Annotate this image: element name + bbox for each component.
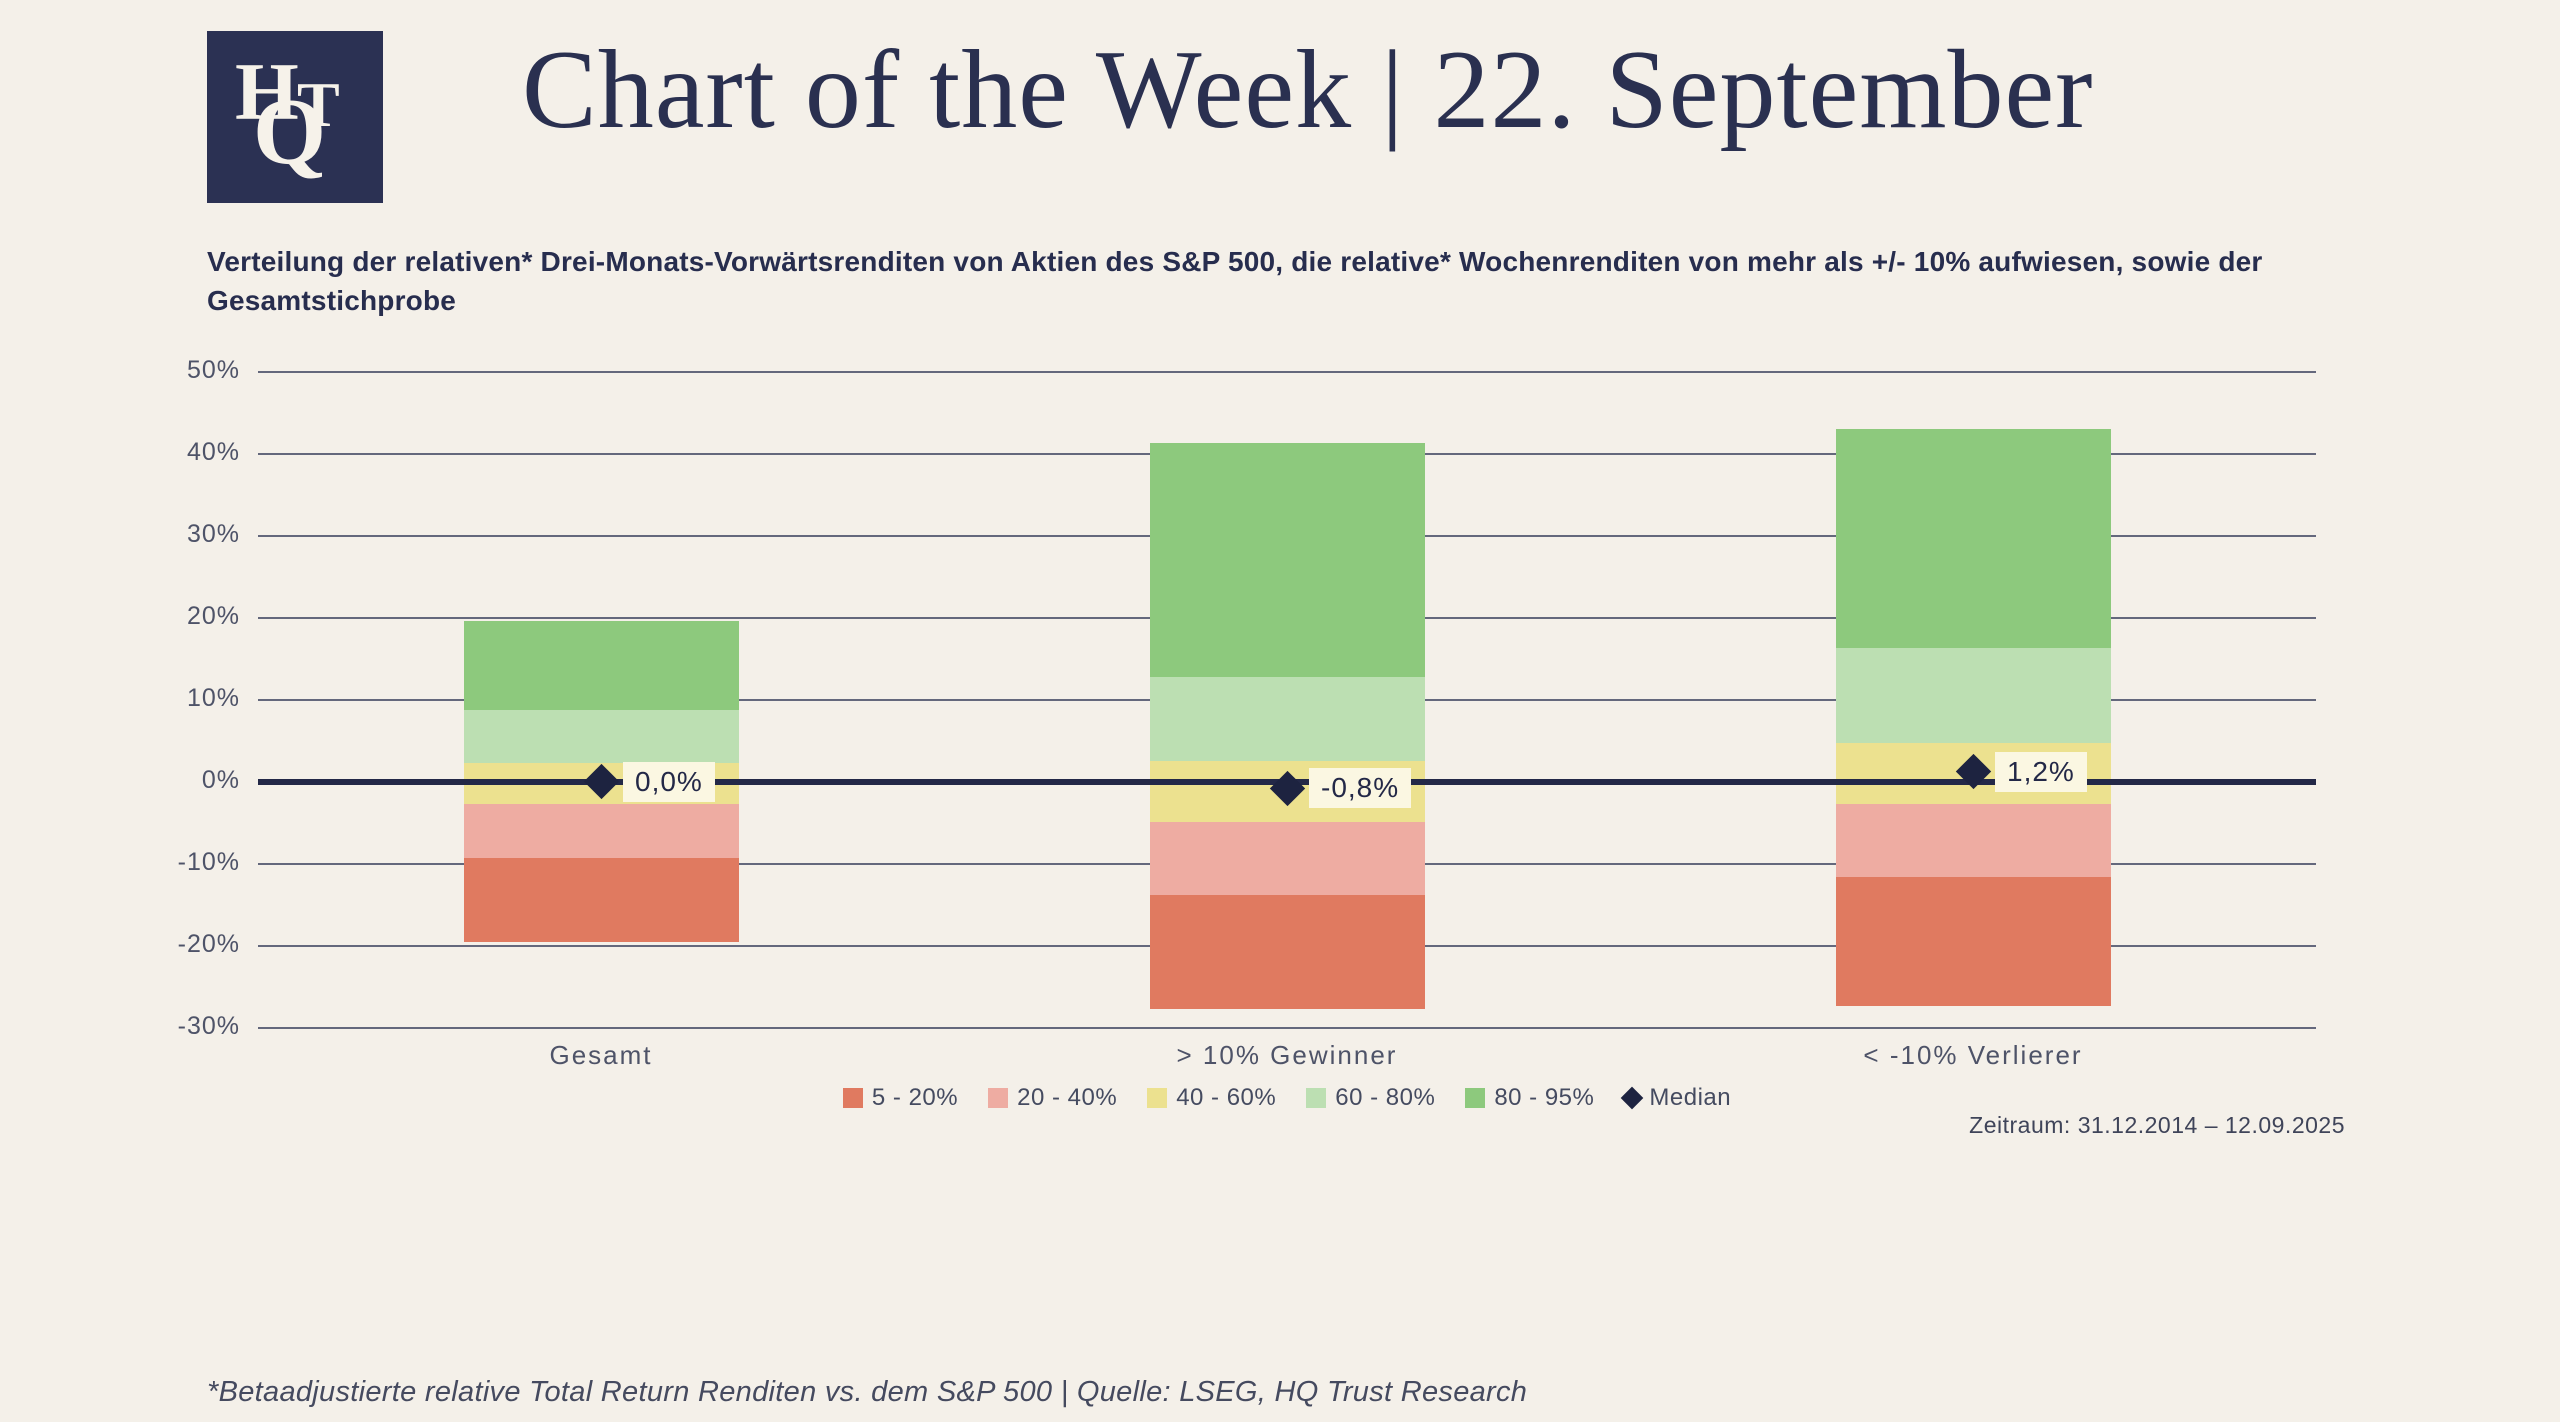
legend-label: 5 - 20% [871, 1084, 959, 1111]
period-note: Zeitraum: 31.12.2014 – 12.09.2025 [1969, 1112, 2345, 1138]
bar-segment [463, 710, 739, 764]
logo-letter-t: T [297, 69, 340, 140]
y-axis-label: -20% [177, 929, 240, 958]
gridline [258, 370, 2316, 373]
bar-segment [1835, 876, 2111, 1007]
source-footnote: *Betaadjustierte relative Total Return R… [207, 1376, 1528, 1408]
legend-median-diamond-icon [1621, 1086, 1644, 1110]
bar-segment [1149, 676, 1425, 761]
legend-item: 5 - 20% [842, 1084, 959, 1112]
bar-segment [463, 804, 739, 858]
y-axis-label: -10% [177, 847, 240, 876]
gridline [258, 1026, 2316, 1029]
logo-letter-h: H [235, 46, 299, 137]
legend-item: Median [1621, 1084, 1732, 1112]
x-axis-label: < -10% Verlierer [1863, 1040, 2083, 1070]
legend-label: 60 - 80% [1335, 1084, 1436, 1111]
bar-segment [1149, 894, 1425, 1009]
hq-trust-logo: H T Q [207, 31, 383, 203]
median-label: -0,8% [1309, 768, 1412, 809]
y-axis-label: -30% [177, 1011, 240, 1040]
bar-segment [1835, 803, 2111, 877]
legend-swatch-icon [1465, 1088, 1486, 1108]
legend-item: 60 - 80% [1306, 1084, 1435, 1112]
bar-segment [1149, 821, 1425, 895]
legend-swatch-icon [842, 1088, 863, 1108]
bar-segment [1835, 647, 2111, 743]
legend-swatch-icon [988, 1088, 1009, 1108]
y-axis-label: 20% [186, 601, 240, 630]
y-axis-label: 30% [186, 519, 240, 548]
legend-item: 40 - 60% [1147, 1084, 1276, 1112]
y-axis-label: 0% [201, 765, 240, 794]
page-title: Chart of the Week | 22. September [522, 28, 2094, 152]
median-label: 1,2% [1995, 751, 2087, 792]
bar-segment [463, 620, 739, 711]
bar-segment [1149, 442, 1425, 677]
x-axis-label: Gesamt [549, 1040, 653, 1070]
legend-swatch-icon [1147, 1088, 1168, 1108]
legend-label: Median [1649, 1084, 1732, 1111]
y-axis-label: 10% [186, 683, 240, 712]
chart-subtitle: Verteilung der relativen* Drei-Monats-Vo… [207, 246, 2263, 316]
y-axis-label: 50% [186, 355, 240, 384]
legend-label: 20 - 40% [1017, 1084, 1118, 1111]
y-axis-label: 40% [186, 437, 240, 466]
chart-legend: 5 - 20% 20 - 40% 40 - 60% 60 - 80% 80 - 95% M… [258, 1084, 2316, 1112]
x-axis-label: > 10% Gewinner [1176, 1040, 1398, 1070]
legend-item: 20 - 40% [988, 1084, 1117, 1112]
median-label: 0,0% [623, 761, 715, 802]
legend-item: 80 - 95% [1465, 1084, 1594, 1112]
logo-letter-q: Q [253, 80, 327, 184]
bar-segment [1835, 428, 2111, 648]
legend-swatch-icon [1306, 1088, 1327, 1108]
legend-label: 80 - 95% [1494, 1084, 1595, 1111]
legend-label: 40 - 60% [1176, 1084, 1277, 1111]
bar-segment [463, 857, 739, 943]
